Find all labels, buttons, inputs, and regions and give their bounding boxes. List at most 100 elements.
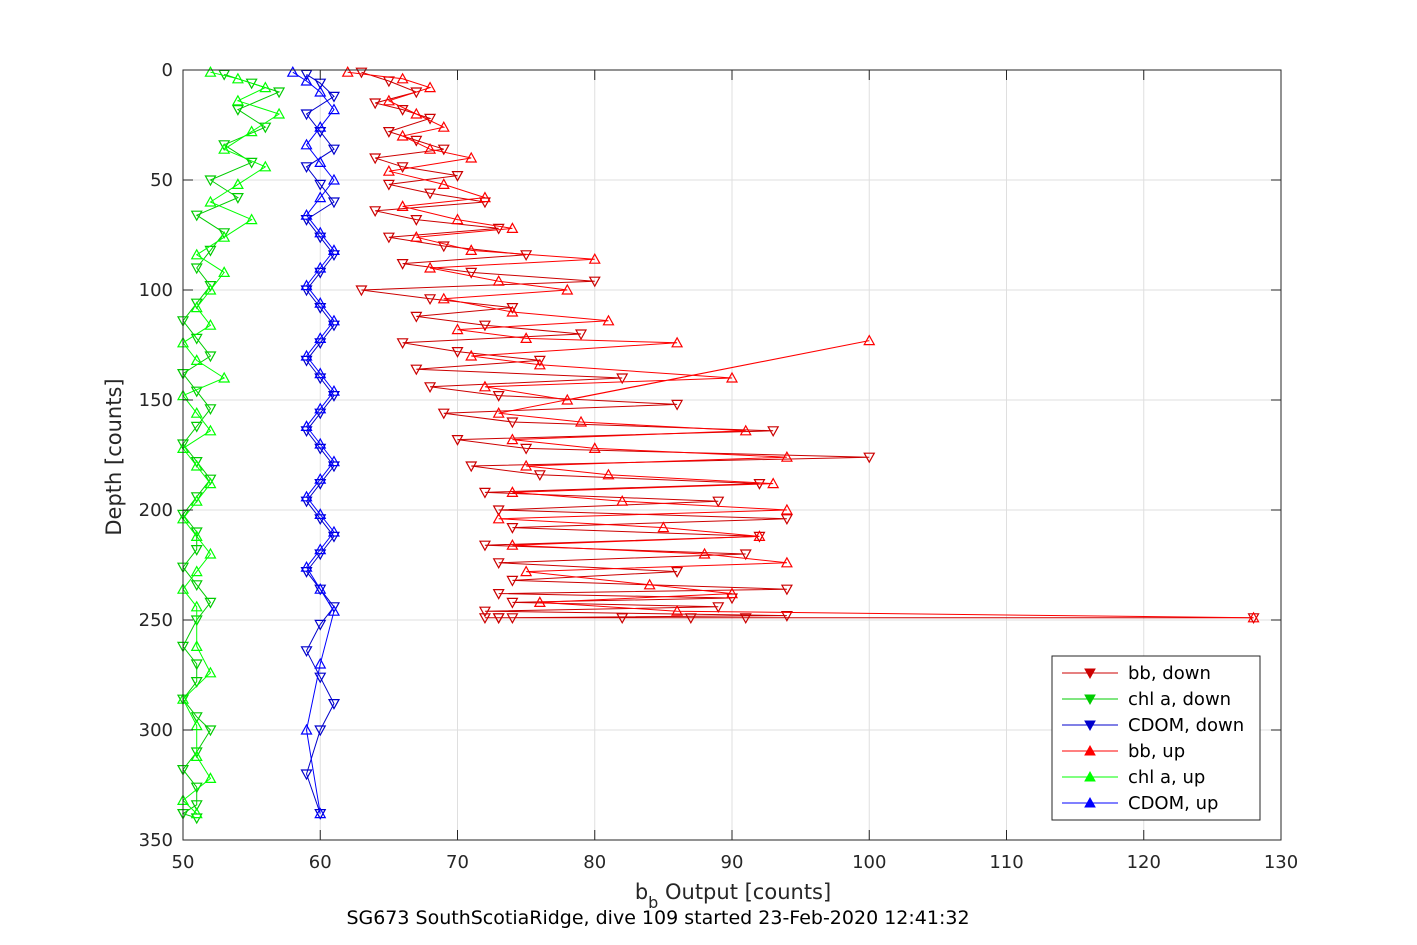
- data-point: [616, 373, 629, 385]
- data-point: [506, 575, 519, 587]
- data-point: [520, 332, 533, 343]
- data-point: [712, 602, 725, 614]
- data-point: [437, 408, 450, 420]
- data-point: [190, 712, 203, 724]
- data-point: [204, 547, 217, 559]
- data-point: [506, 597, 519, 609]
- data-point: [231, 193, 244, 204]
- data-point: [204, 666, 217, 678]
- data-point: [204, 65, 217, 77]
- data-point: [300, 723, 313, 735]
- data-point: [863, 452, 876, 464]
- legend-label: chl a, up: [1128, 767, 1205, 788]
- legend-marker: [1084, 796, 1096, 808]
- data-point: [314, 191, 327, 203]
- data-point: [190, 421, 203, 433]
- data-point: [190, 640, 203, 652]
- data-point: [616, 613, 629, 625]
- series-line: [347, 71, 1254, 619]
- data-point: [204, 725, 217, 737]
- data-point: [300, 109, 313, 121]
- data-point: [273, 107, 286, 119]
- data-point: [520, 250, 533, 262]
- data-point: [327, 525, 340, 537]
- data-point: [190, 459, 203, 471]
- data-point: [314, 657, 327, 669]
- data-point: [190, 659, 203, 671]
- x-tick-label: 110: [989, 852, 1023, 873]
- data-point: [300, 208, 313, 220]
- data-point: [300, 420, 313, 431]
- data-point: [465, 244, 478, 255]
- data-point: [190, 813, 203, 825]
- data-point: [780, 514, 793, 526]
- data-point: [327, 698, 340, 710]
- data-point: [327, 604, 340, 616]
- data-point: [190, 544, 203, 556]
- data-point: [424, 261, 437, 273]
- data-point: [314, 156, 327, 167]
- data-point: [780, 503, 793, 515]
- y-tick-label: 150: [139, 390, 173, 411]
- x-tick-label: 70: [446, 852, 469, 873]
- legend-label: bb, down: [1128, 663, 1211, 684]
- data-point: [190, 210, 203, 222]
- data-point: [478, 487, 491, 499]
- data-point: [396, 162, 409, 174]
- data-point: [314, 582, 327, 594]
- data-point: [190, 263, 203, 275]
- data-point: [355, 285, 368, 297]
- data-point: [780, 450, 793, 462]
- data-point: [492, 406, 505, 418]
- data-point: [218, 228, 231, 240]
- data-point: [739, 549, 752, 561]
- data-point: [204, 772, 217, 784]
- data-point: [561, 393, 574, 405]
- data-point: [671, 566, 684, 578]
- data-point: [424, 81, 437, 93]
- data-point: [780, 556, 793, 568]
- data-point: [314, 226, 327, 238]
- data-point: [424, 142, 437, 154]
- legend-label: bb, up: [1128, 741, 1185, 762]
- data-point: [300, 646, 313, 658]
- x-axis-label-rest: Output [counts]: [658, 880, 831, 904]
- data-point: [410, 311, 423, 323]
- data-point: [190, 406, 203, 418]
- y-tick-label: 300: [139, 720, 173, 741]
- data-point: [190, 494, 203, 506]
- y-tick-label: 100: [139, 280, 173, 301]
- data-point: [314, 367, 327, 379]
- data-point: [410, 107, 423, 119]
- data-point: [725, 371, 739, 383]
- data-point: [204, 597, 217, 609]
- data-point: [478, 613, 491, 625]
- data-point: [231, 178, 244, 189]
- data-point: [657, 521, 670, 533]
- data-point: [465, 151, 478, 163]
- data-point: [245, 157, 258, 169]
- data-point: [671, 399, 684, 411]
- legend-marker: [1084, 744, 1096, 756]
- data-point: [437, 241, 450, 253]
- data-point: [492, 588, 505, 600]
- x-tick-label: 90: [721, 852, 744, 873]
- y-tick-label: 50: [150, 170, 173, 191]
- data-point: [231, 104, 244, 116]
- data-point: [300, 490, 313, 502]
- data-point: [520, 459, 533, 471]
- data-point: [506, 538, 519, 550]
- data-point: [341, 65, 354, 77]
- data-point: [492, 613, 505, 625]
- data-point: [218, 266, 231, 277]
- data-point: [231, 72, 244, 84]
- data-point: [643, 578, 656, 590]
- data-point: [327, 314, 340, 326]
- data-point: [382, 232, 395, 244]
- data-point: [506, 305, 519, 317]
- data-point: [382, 164, 395, 176]
- legend-marker: [1084, 694, 1096, 706]
- data-point: [231, 94, 244, 106]
- data-point: [314, 296, 327, 308]
